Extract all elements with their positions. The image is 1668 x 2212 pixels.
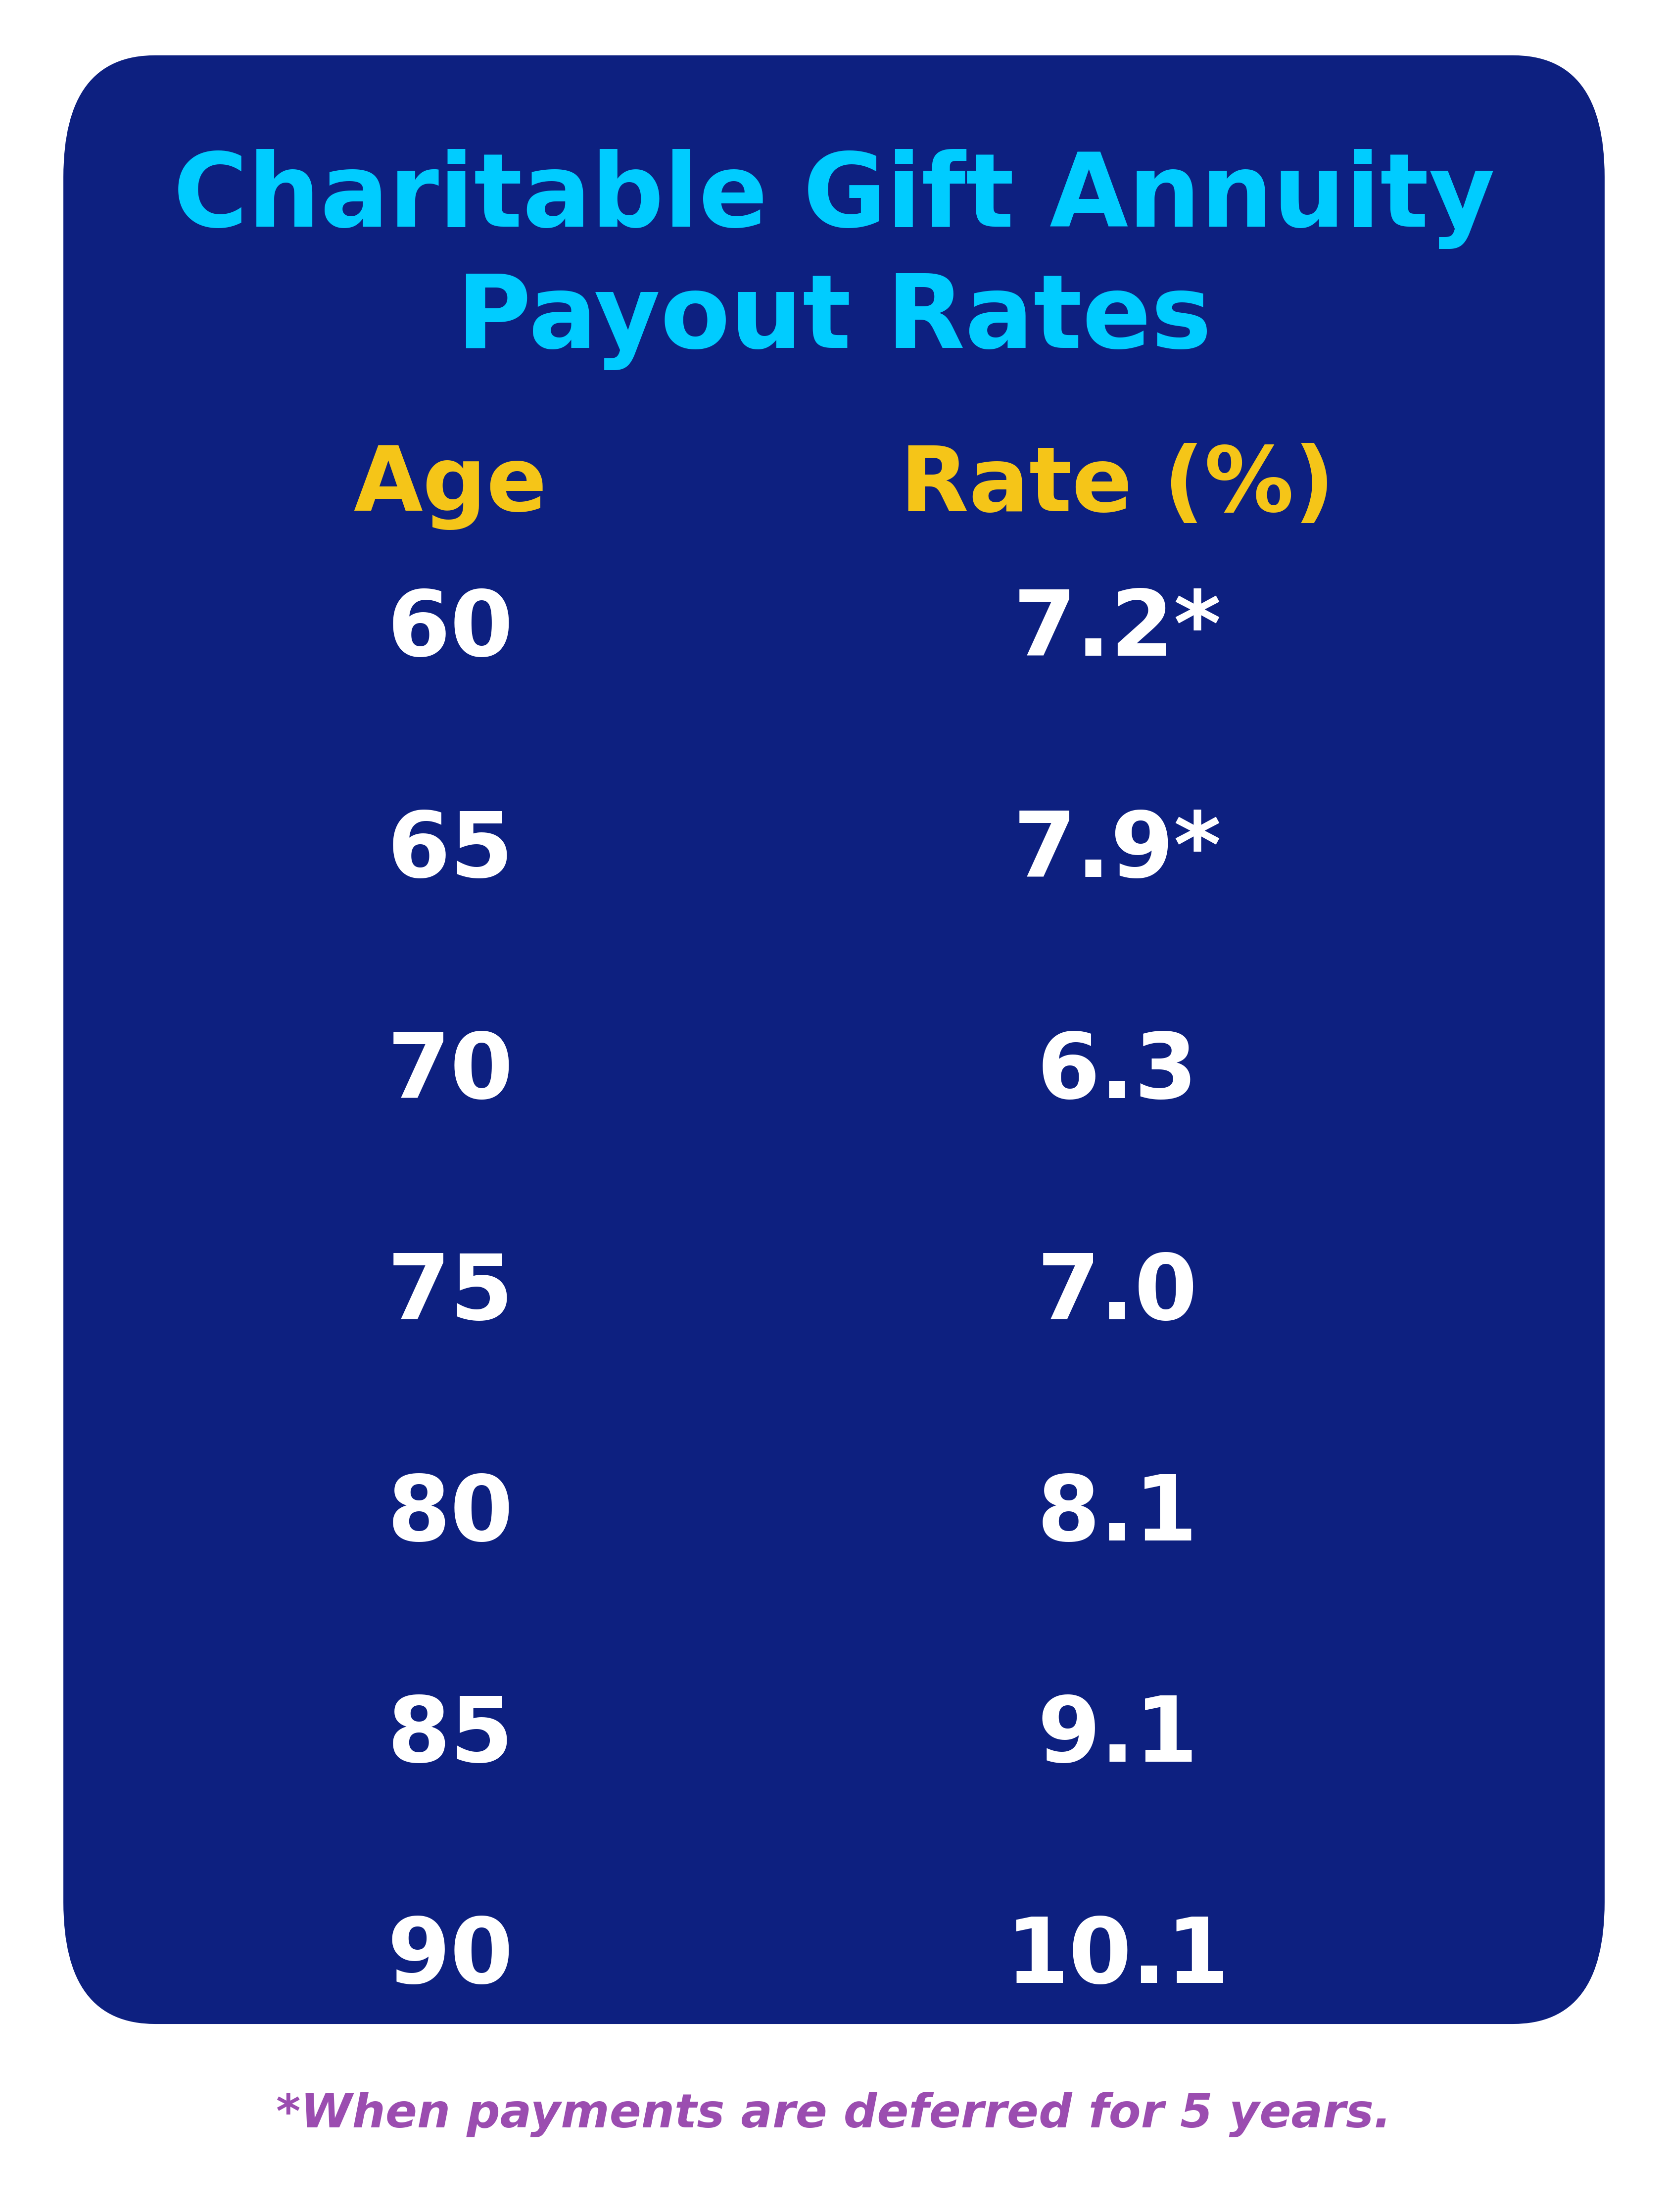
Text: 75: 75 [387, 1250, 514, 1338]
Text: 85: 85 [387, 1692, 514, 1781]
Text: 7.9*: 7.9* [1014, 807, 1221, 896]
Text: 90: 90 [387, 1913, 514, 2002]
Text: 7.0: 7.0 [1037, 1250, 1198, 1338]
Text: Payout Rates: Payout Rates [457, 272, 1211, 369]
Text: 8.1: 8.1 [1037, 1471, 1198, 1559]
Text: 70: 70 [387, 1029, 514, 1117]
Text: 7.2*: 7.2* [1014, 586, 1221, 675]
FancyBboxPatch shape [63, 55, 1605, 2024]
Text: 10.1: 10.1 [1006, 1913, 1229, 2002]
Text: Charitable Gift Annuity: Charitable Gift Annuity [173, 148, 1495, 250]
Text: *When payments are deferred for 5 years.: *When payments are deferred for 5 years. [277, 2093, 1391, 2137]
Text: Rate (%): Rate (%) [901, 442, 1334, 531]
Text: 9.1: 9.1 [1037, 1692, 1198, 1781]
Text: 60: 60 [387, 586, 514, 675]
Text: 65: 65 [387, 807, 514, 896]
Text: 6.3: 6.3 [1037, 1029, 1198, 1117]
Text: Age: Age [354, 442, 547, 531]
Text: 80: 80 [387, 1471, 514, 1559]
